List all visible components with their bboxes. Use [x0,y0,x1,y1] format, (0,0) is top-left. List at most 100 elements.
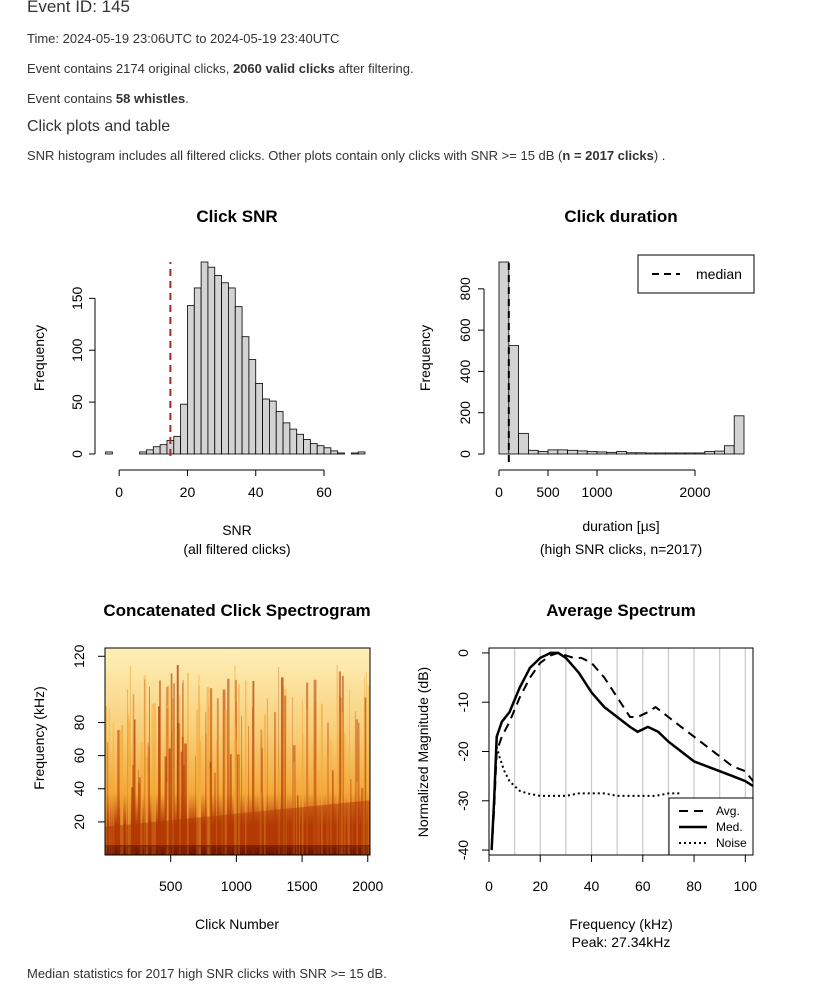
duration-legend-label: median [696,266,742,282]
spectrogram-streak [184,743,187,855]
snr-bar [255,383,263,455]
snr-bar [309,443,318,455]
spectrogram-streak [284,695,287,855]
snr-y-label: Frequency [31,325,47,391]
spectrogram-streak [196,709,199,855]
spectrogram-streak [341,711,344,855]
spectrogram-streak [364,697,367,855]
spectrogram-streak [140,742,143,855]
duration-bar [606,451,617,455]
snr-bar [234,306,243,455]
spectrum-x-label: Frequency (kHz) [569,916,672,932]
snr-y-tick-label: 50 [69,394,85,410]
clicks-prefix: Event contains 2174 original clicks, [27,61,233,76]
spectrogram-streak [110,774,113,855]
duration-bar [665,452,676,455]
snr-bar [357,451,366,455]
spectrogram-streak [329,740,333,855]
snr-bar [323,447,332,455]
spectrogram-streak [147,742,149,855]
spectrogram-streak [143,675,147,855]
snr-bar [316,445,325,455]
note-prefix: SNR histogram includes all filtered clic… [27,148,563,163]
snr-bar [241,336,250,455]
spectrogram-streak [358,722,360,855]
duration-bar [684,452,696,455]
spectrum-title: Average Spectrum [546,601,696,620]
duration-bar [557,449,568,455]
whistles-count: 58 whistles [115,91,186,106]
spectrogram-streak [261,748,263,855]
spectrogram-streak [153,703,156,855]
spectrum-x-tick-label: 80 [686,878,702,894]
duration-x-label-sub: (high SNR clicks, n=2017) [540,541,702,557]
duration-bar [733,415,745,455]
spectrogram-title: Concatenated Click Spectrogram [103,601,370,620]
snr-bar [146,449,154,455]
spectrogram-streak [112,723,115,855]
spectrogram-streak [252,680,255,855]
note-count: n = 2017 clicks [562,148,654,163]
spectrogram-streak [229,754,232,855]
spectrogram-streak [283,687,285,855]
spectrogram-streak [320,703,323,855]
note-suffix: ) . [653,148,666,163]
spectrogram-streak [108,707,110,855]
spectrogram-streak [145,756,149,855]
spectrogram-streak [222,689,226,855]
spectrogram-frame [104,647,371,856]
spectrogram-streak [251,707,253,855]
spectrogram-streak [166,705,169,855]
spectrum-y-tick-label: -30 [455,790,471,810]
spectrogram-streak [207,705,210,855]
spectrum-y-tick-label: -20 [455,741,471,761]
spectrogram-streak [348,689,350,855]
snr-y-tick-label: 0 [69,450,85,458]
duration-bar [626,452,637,455]
duration-bar [645,452,657,455]
snr-x-label-sub: (all filtered clicks) [183,541,290,557]
valid-clicks-count: 2060 valid clicks [232,61,335,76]
duration-x-tick-label: 0 [495,484,503,500]
snr-x-tick-label: 20 [180,484,196,500]
duration-x-label: duration [µs] [582,518,659,534]
spectrum-legend-label: Noise [716,836,747,850]
snr-y-tick-label: 100 [69,338,85,362]
spectrogram-streak [158,706,160,855]
spectrogram-streak [133,719,136,855]
spectrogram-y-tick-label: 80 [71,715,87,731]
spectrogram-streak [187,672,190,855]
duration-y-tick-label: 400 [457,360,473,384]
duration-y-tick-label: 800 [457,277,473,301]
spectrogram-streak [106,742,109,855]
snr-y-tick-label: 150 [69,286,85,310]
spectrogram-streak [143,679,146,855]
snr-bar [152,446,161,455]
spectrogram-streak [129,666,131,855]
spectrogram-streak [120,730,122,855]
spectrogram-streak [343,732,346,855]
spectrum-legend-label: Avg. [716,804,740,818]
duration-bar [694,452,706,455]
spectrogram-streak [234,726,237,855]
spectrogram-streak [182,683,184,855]
snr-bar [296,433,304,455]
spectrogram-streak [206,687,209,855]
spectrogram-streak [264,714,266,855]
spectrogram-streak [216,741,217,855]
duration-bar [675,452,686,455]
spectrum-y-tick-label: -40 [455,840,471,860]
duration-bar [616,451,627,455]
spectrogram-streak [137,769,139,855]
spectrogram-streak [177,723,180,855]
spectrogram-streak [301,734,304,855]
event-title: Event ID: 145 [27,0,131,16]
clicks-suffix: after filtering. [334,61,414,76]
spectrogram-streak [248,725,249,855]
duration-bar [567,449,578,455]
spectrogram-energy-band [105,800,370,847]
snr-bar [275,411,284,455]
spectrogram-streak [327,722,329,855]
duration-bar [635,452,647,455]
snr-bar [262,398,270,455]
